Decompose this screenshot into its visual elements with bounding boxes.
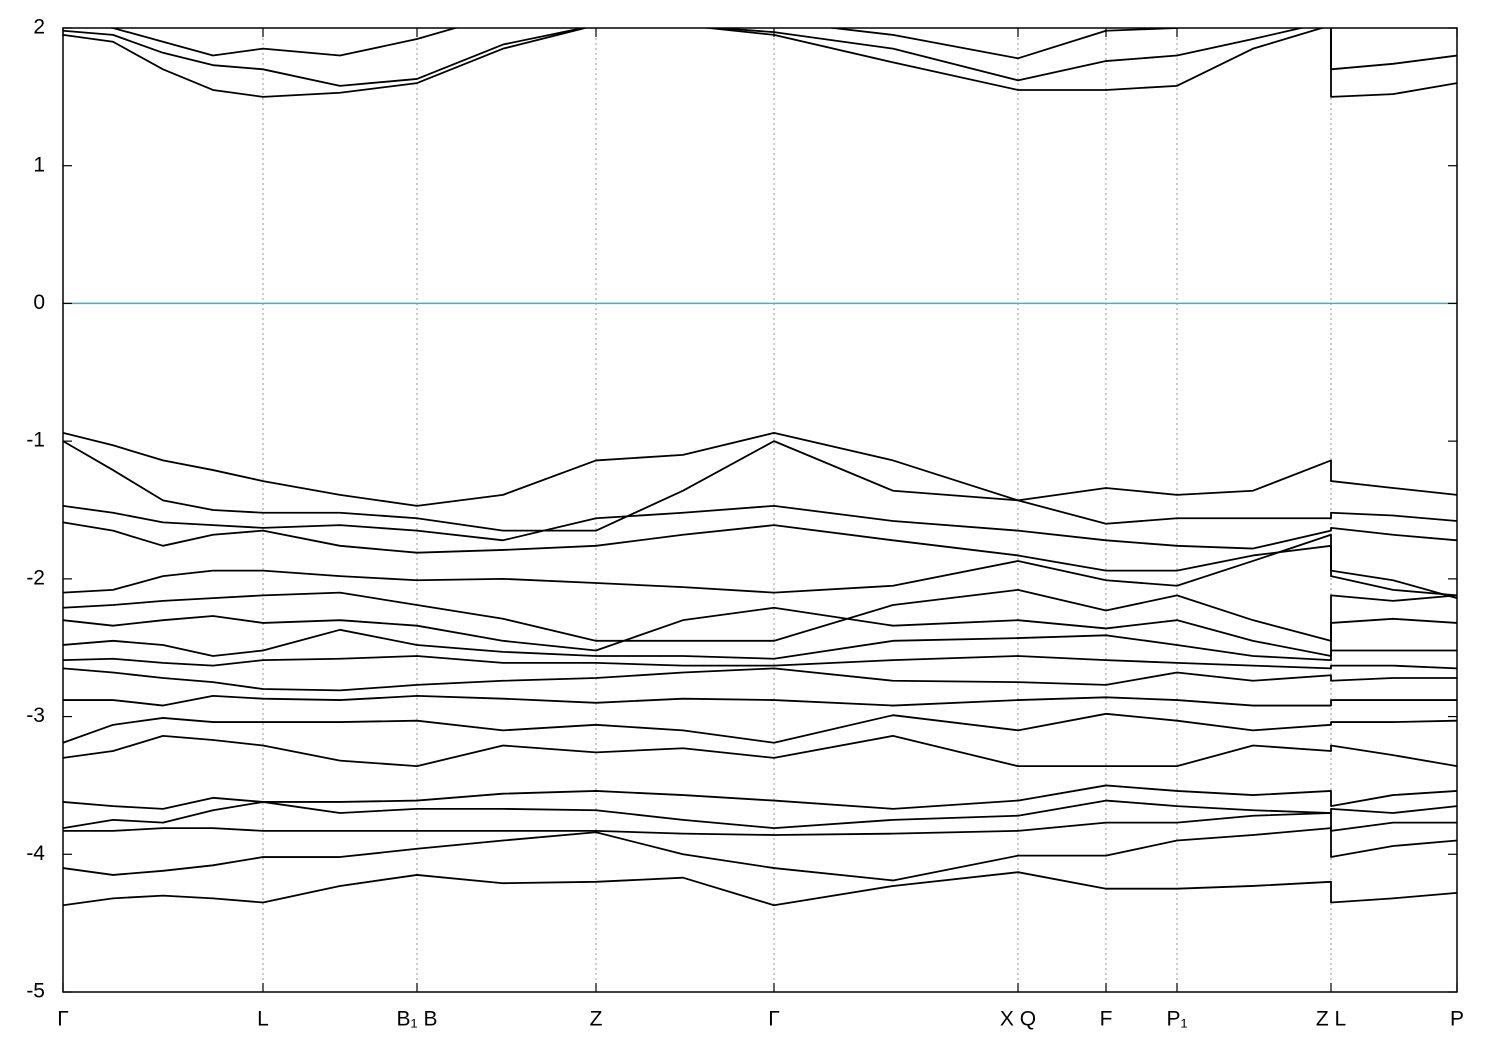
x-tick-label: Z [590,1008,603,1031]
x-tick-label: B₁ B [397,1008,438,1031]
y-tick-label: -5 [26,980,45,1003]
band-line [63,431,1457,507]
band-line [63,504,1457,550]
band-line [63,606,1457,657]
band-line [63,712,1457,744]
y-tick-label: 2 [33,16,45,39]
band-line [63,440,1457,532]
x-tick-label: X Q [1000,1008,1036,1031]
x-tick-label: Γ [768,1008,780,1031]
band-line [106,28,1183,60]
x-tick-label: Γ [57,1008,69,1031]
band-line [63,28,1457,87]
band-line [63,799,1457,830]
x-tick-label: Z L [1316,1008,1346,1031]
band-line [63,628,1457,662]
x-tick-label: L [257,1008,269,1031]
band-line [63,784,1457,810]
band-line [63,533,1457,597]
x-tick-label: P₁ [1166,1008,1187,1031]
band-line [63,588,1457,642]
y-tick-label: -3 [26,704,45,727]
y-tick-label: 0 [33,291,45,314]
band-line [63,655,1457,670]
bands-layer [63,28,1457,907]
x-tick-label: F [1100,1008,1113,1031]
plot-frame [62,27,1458,993]
band-line [63,521,1457,600]
grid-layer [62,28,1458,992]
band-line [63,667,1457,692]
band-line [63,812,1457,836]
band-line [63,695,1457,707]
band-line [63,734,1457,768]
x-tick-label: P [1450,1008,1464,1031]
y-tick-label: -4 [26,842,45,865]
y-tick-label: -1 [26,429,45,452]
band-line [63,827,1457,882]
band-line [63,28,1457,98]
band-line [63,871,1457,907]
y-tick-label: -2 [26,566,45,589]
axes-layer: 2 1 0 -1 -2 -3 -4 -5 Γ L B₁ B Z Γ X Q F P₁ Z L P [26,16,1464,1031]
y-tick-label: 1 [33,153,45,176]
